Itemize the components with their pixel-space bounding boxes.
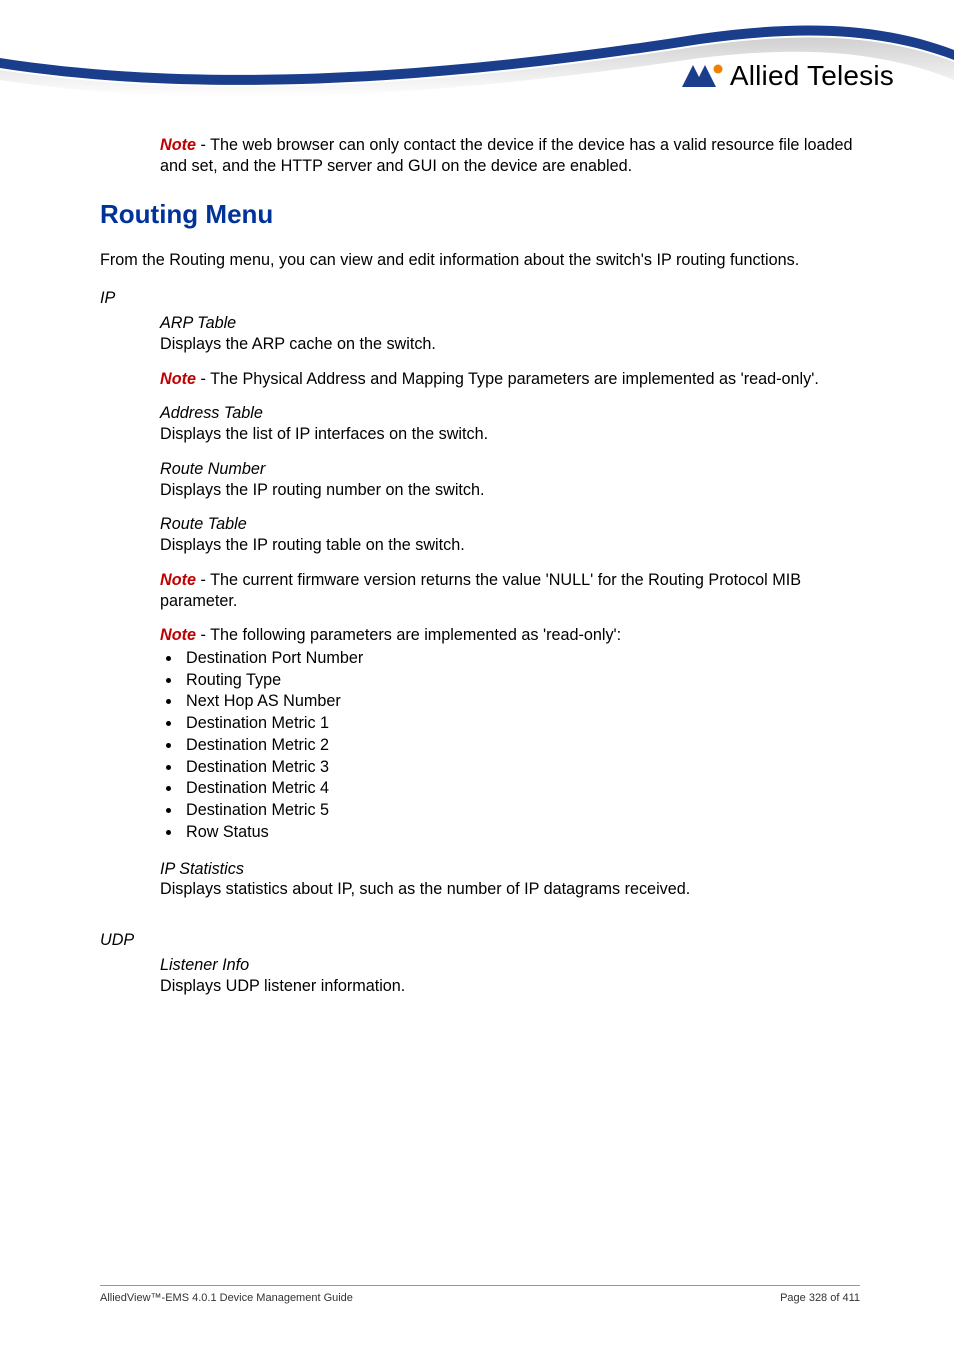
list-item: Destination Metric 1 xyxy=(182,713,860,734)
rnum-desc: Displays the IP routing number on the sw… xyxy=(160,480,860,501)
list-item: Destination Metric 3 xyxy=(182,757,860,778)
list-item: Next Hop AS Number xyxy=(182,691,860,712)
stats-desc: Displays statistics about IP, such as th… xyxy=(160,879,860,900)
list-item: Destination Metric 2 xyxy=(182,735,860,756)
note-label: Note xyxy=(160,136,196,154)
rnum-title: Route Number xyxy=(160,459,860,480)
list-item: Destination Metric 5 xyxy=(182,800,860,821)
note-text: - The web browser can only contact the d… xyxy=(160,136,853,175)
top-note: Note - The web browser can only contact … xyxy=(160,135,860,176)
listener-desc: Displays UDP listener information. xyxy=(160,976,860,997)
addr-title: Address Table xyxy=(160,403,860,424)
stats-title: IP Statistics xyxy=(160,859,860,880)
listener-title: Listener Info xyxy=(160,955,860,976)
ip-stats-block: IP Statistics Displays statistics about … xyxy=(160,859,860,900)
ip-label: IP xyxy=(100,288,860,309)
rtab-desc: Displays the IP routing table on the swi… xyxy=(160,535,860,556)
addr-desc: Displays the list of IP interfaces on th… xyxy=(160,424,860,445)
list-item: Destination Metric 4 xyxy=(182,778,860,799)
arp-desc: Displays the ARP cache on the switch. xyxy=(160,334,860,355)
readonly-params-list: Destination Port Number Routing Type Nex… xyxy=(160,648,860,843)
list-item: Row Status xyxy=(182,822,860,843)
arp-note: Note - The Physical Address and Mapping … xyxy=(160,369,860,390)
footer-right: Page 328 of 411 xyxy=(780,1292,860,1304)
list-item: Destination Port Number xyxy=(182,648,860,669)
rtab-title: Route Table xyxy=(160,514,860,535)
udp-block: Listener Info Displays UDP listener info… xyxy=(160,955,860,996)
rtab-note1: Note - The current firmware version retu… xyxy=(160,570,860,611)
section-intro: From the Routing menu, you can view and … xyxy=(100,250,860,271)
logo-text: Allied Telesis xyxy=(730,60,894,92)
arp-title: ARP Table xyxy=(160,313,860,334)
page-content: Note - The web browser can only contact … xyxy=(100,135,860,996)
page-footer: AlliedView™-EMS 4.0.1 Device Management … xyxy=(100,1285,860,1304)
rtab-note2: Note - The following parameters are impl… xyxy=(160,625,860,646)
udp-label: UDP xyxy=(100,930,860,951)
ip-block: ARP Table Displays the ARP cache on the … xyxy=(160,313,860,646)
section-title: Routing Menu xyxy=(100,198,860,231)
footer-left: AlliedView™-EMS 4.0.1 Device Management … xyxy=(100,1292,353,1304)
logo-mark-icon xyxy=(680,61,724,91)
brand-logo: Allied Telesis xyxy=(680,60,894,92)
list-item: Routing Type xyxy=(182,670,860,691)
